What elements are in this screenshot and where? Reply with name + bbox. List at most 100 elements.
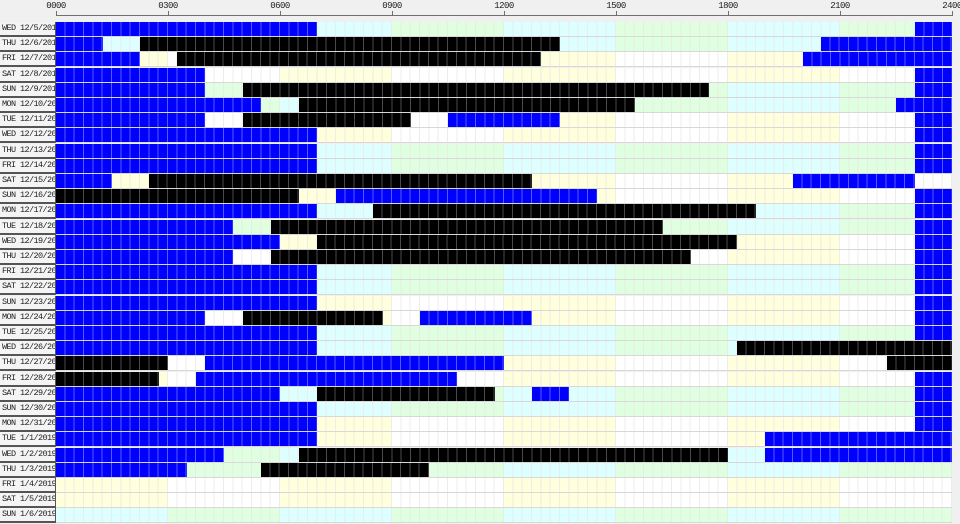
day-track[interactable] [56,98,952,113]
day-track[interactable] [56,371,952,387]
time-block-blue[interactable] [793,174,915,188]
day-track[interactable] [56,22,952,37]
time-block-blue[interactable] [914,326,952,340]
day-track[interactable] [56,478,952,493]
time-block-blue[interactable] [914,113,952,128]
time-block-blue[interactable] [765,432,952,447]
time-block-blue[interactable] [56,234,280,249]
day-track[interactable] [56,37,952,53]
day-track[interactable] [56,265,952,281]
time-block-blue[interactable] [205,356,504,371]
time-block-black[interactable] [242,310,383,325]
time-block-blue[interactable] [914,386,952,401]
time-block-black[interactable] [242,113,411,128]
day-track[interactable] [56,386,952,402]
time-block-black[interactable] [737,341,952,356]
time-block-blue[interactable] [56,158,318,173]
day-track[interactable] [56,341,952,357]
day-track[interactable] [56,143,952,159]
time-block-blue[interactable] [765,447,952,462]
time-block-blue[interactable] [56,219,234,234]
time-block-blue[interactable] [56,462,187,477]
day-track[interactable] [56,508,952,524]
time-block-blue[interactable] [914,158,952,173]
day-track[interactable] [56,82,952,98]
time-block-black[interactable] [373,204,756,219]
time-block-blue[interactable] [914,189,952,204]
time-block-blue[interactable] [336,189,598,204]
time-block-blue[interactable] [56,113,206,128]
time-block-black[interactable] [177,52,542,67]
day-track[interactable] [56,356,952,372]
time-block-black[interactable] [56,189,299,204]
time-block-blue[interactable] [914,371,952,386]
day-track[interactable] [56,402,952,417]
time-block-black[interactable] [270,250,691,264]
time-block-blue[interactable] [56,98,262,112]
time-block-blue[interactable] [914,204,952,219]
day-track[interactable] [56,174,952,189]
time-block-blue[interactable] [56,295,318,310]
time-block-black[interactable] [317,386,495,401]
time-block-black[interactable] [317,234,738,249]
time-block-blue[interactable] [56,128,318,143]
time-block-blue[interactable] [56,310,206,325]
time-block-blue[interactable] [56,52,140,67]
time-block-blue[interactable] [56,417,318,432]
time-block-blue[interactable] [56,402,318,416]
time-block-blue[interactable] [914,295,952,310]
time-block-blue[interactable] [914,280,952,295]
time-block-blue[interactable] [56,447,224,462]
time-block-black[interactable] [886,356,952,371]
time-block-blue[interactable] [914,128,952,143]
day-track[interactable] [56,113,952,129]
time-block-black[interactable] [140,37,560,52]
day-track[interactable] [56,493,952,509]
time-block-blue[interactable] [914,143,952,158]
time-block-blue[interactable] [914,22,952,36]
day-track[interactable] [56,128,952,144]
day-track[interactable] [56,432,952,448]
day-track[interactable] [56,310,952,326]
time-block-blue[interactable] [56,22,318,36]
time-block-blue[interactable] [914,402,952,416]
time-block-blue[interactable] [196,371,458,386]
time-block-blue[interactable] [821,37,952,52]
day-track[interactable] [56,417,952,433]
day-track[interactable] [56,234,952,250]
time-block-blue[interactable] [56,143,318,158]
time-block-blue[interactable] [56,432,318,447]
time-block-blue[interactable] [914,250,952,264]
time-block-blue[interactable] [56,174,112,188]
time-block-blue[interactable] [896,98,952,112]
time-block-black[interactable] [56,356,168,371]
day-track[interactable] [56,326,952,341]
time-block-blue[interactable] [56,37,103,52]
time-block-blue[interactable] [420,310,532,325]
day-track[interactable] [56,204,952,220]
time-block-black[interactable] [149,174,532,188]
time-block-black[interactable] [56,371,159,386]
time-block-blue[interactable] [56,386,280,401]
day-track[interactable] [56,295,952,311]
day-track[interactable] [56,447,952,463]
day-track[interactable] [56,158,952,174]
time-block-blue[interactable] [914,265,952,280]
day-track[interactable] [56,250,952,265]
time-block-blue[interactable] [56,82,206,97]
time-block-black[interactable] [261,462,430,477]
time-block-blue[interactable] [532,386,570,401]
time-block-blue[interactable] [914,310,952,325]
time-block-black[interactable] [298,98,635,112]
time-block-blue[interactable] [56,67,206,82]
time-block-blue[interactable] [802,52,952,67]
day-track[interactable] [56,462,952,478]
day-track[interactable] [56,67,952,83]
time-block-blue[interactable] [914,67,952,82]
time-block-blue[interactable] [56,341,318,356]
time-block-black[interactable] [298,447,728,462]
time-block-blue[interactable] [56,265,318,280]
time-block-black[interactable] [270,219,663,234]
day-track[interactable] [56,280,952,296]
day-track[interactable] [56,219,952,235]
